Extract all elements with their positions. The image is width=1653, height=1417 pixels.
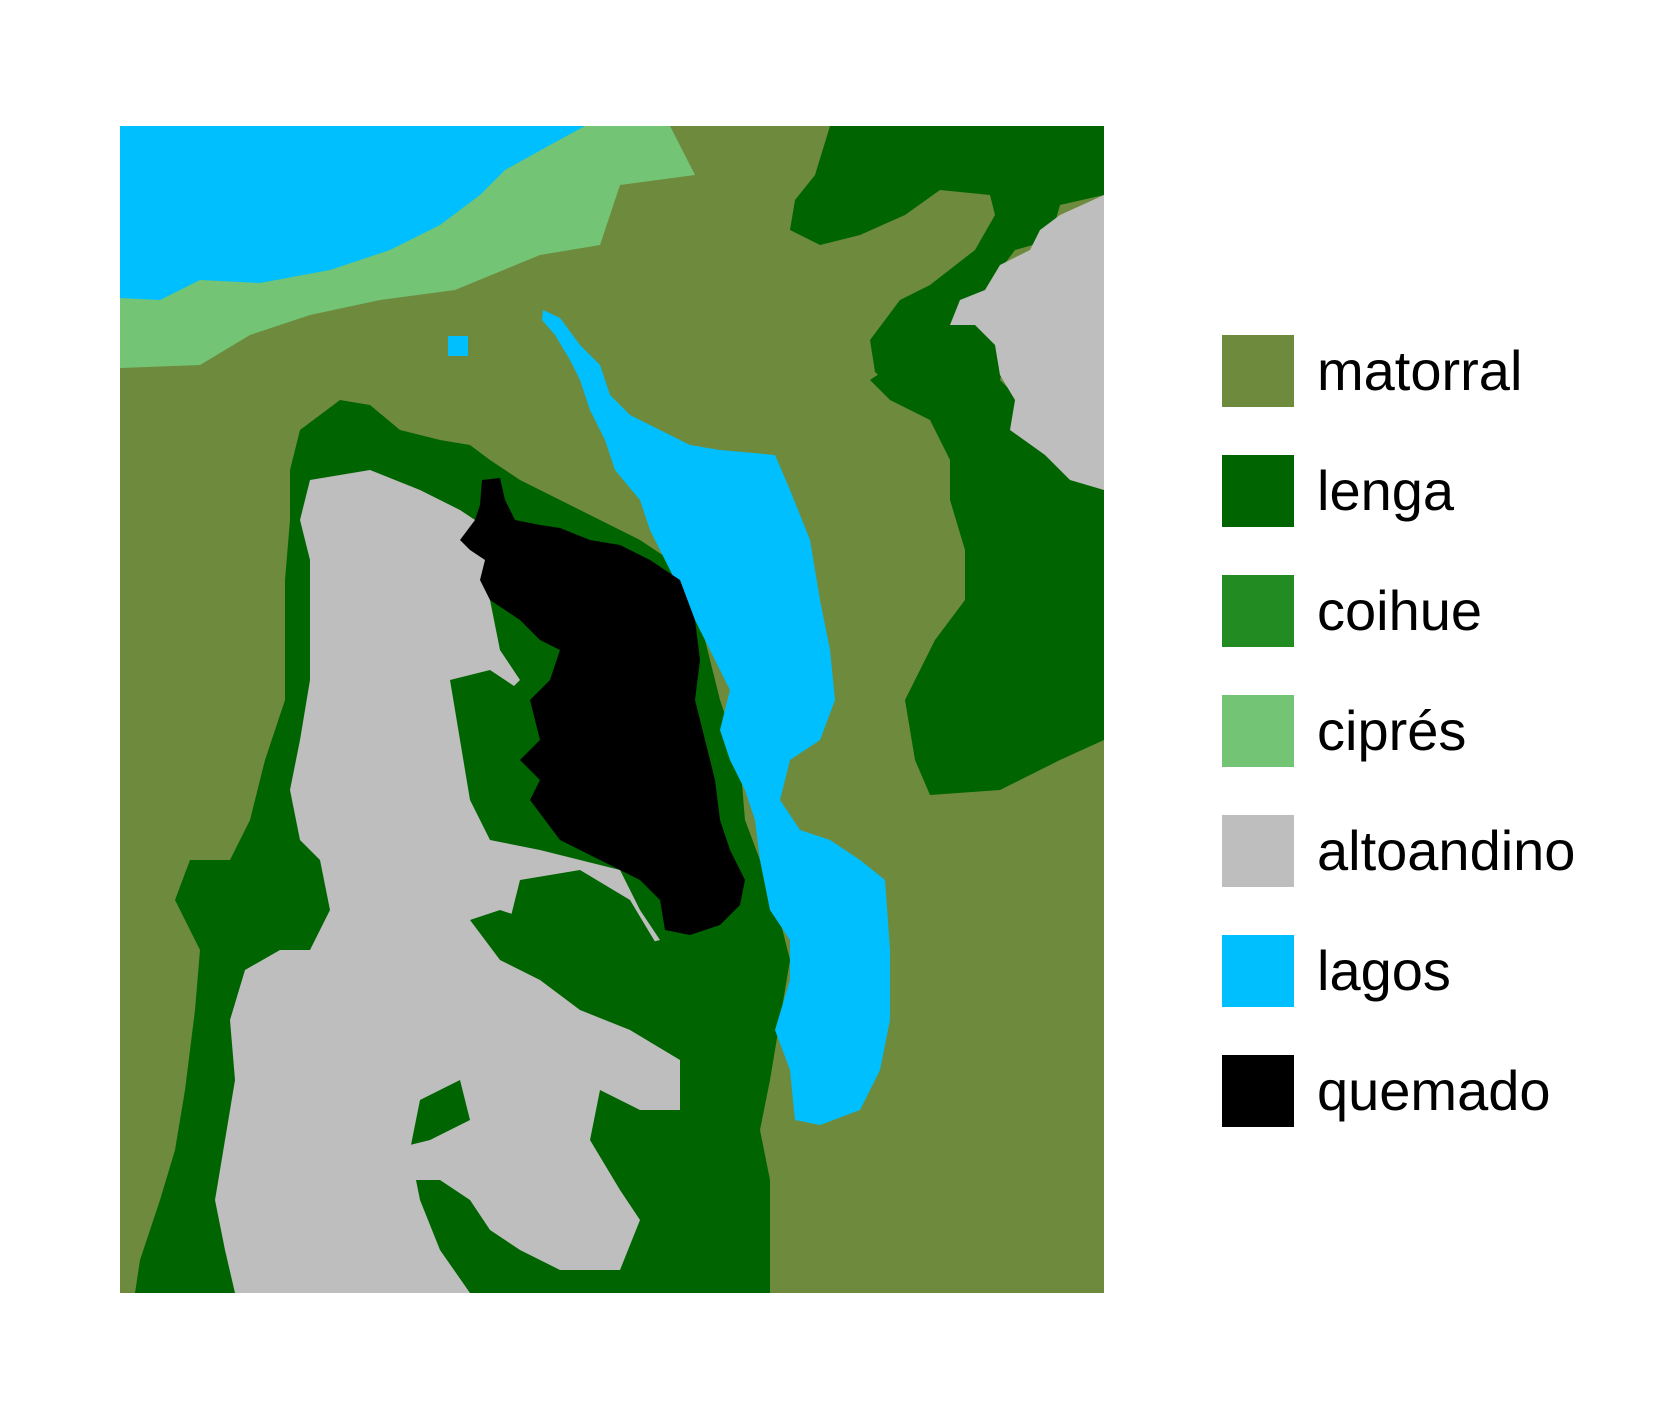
lake-central <box>542 310 890 1125</box>
legend-label: ciprés <box>1317 699 1467 762</box>
legend-swatch <box>1222 1055 1294 1127</box>
legend-item-coihue: coihue <box>1222 575 1622 647</box>
coihue-patch <box>510 870 660 985</box>
legend-swatch <box>1222 455 1294 527</box>
legend-label: matorral <box>1317 339 1523 402</box>
legend-label: quemado <box>1317 1059 1551 1122</box>
legend-label: altoandino <box>1317 819 1576 882</box>
legend-label: coihue <box>1317 579 1483 642</box>
legend-label: lenga <box>1317 459 1455 522</box>
land-cover-map <box>120 126 1104 1293</box>
legend-swatch <box>1222 935 1294 1007</box>
altoandino-region-central <box>215 470 680 1293</box>
legend-swatch <box>1222 575 1294 647</box>
lake-north <box>120 126 585 300</box>
legend-item-matorral: matorral <box>1222 335 1622 407</box>
altoandino-region-east <box>950 195 1104 490</box>
legend-item-cipres: ciprés <box>1222 695 1622 767</box>
legend-item-quemado: quemado <box>1222 1055 1622 1127</box>
legend-item-lenga: lenga <box>1222 455 1622 527</box>
legend-item-lagos: lagos <box>1222 935 1622 1007</box>
legend-swatch <box>1222 815 1294 887</box>
coihue-patch <box>450 670 540 790</box>
lenga-region-east <box>870 270 1104 795</box>
legend-swatch <box>1222 335 1294 407</box>
lake-small-pond <box>448 336 468 356</box>
lenga-region-northeast <box>790 126 1104 390</box>
quemado-region <box>460 478 745 935</box>
legend-swatch <box>1222 695 1294 767</box>
legend-item-altoandino: altoandino <box>1222 815 1622 887</box>
legend-label: lagos <box>1317 939 1451 1002</box>
